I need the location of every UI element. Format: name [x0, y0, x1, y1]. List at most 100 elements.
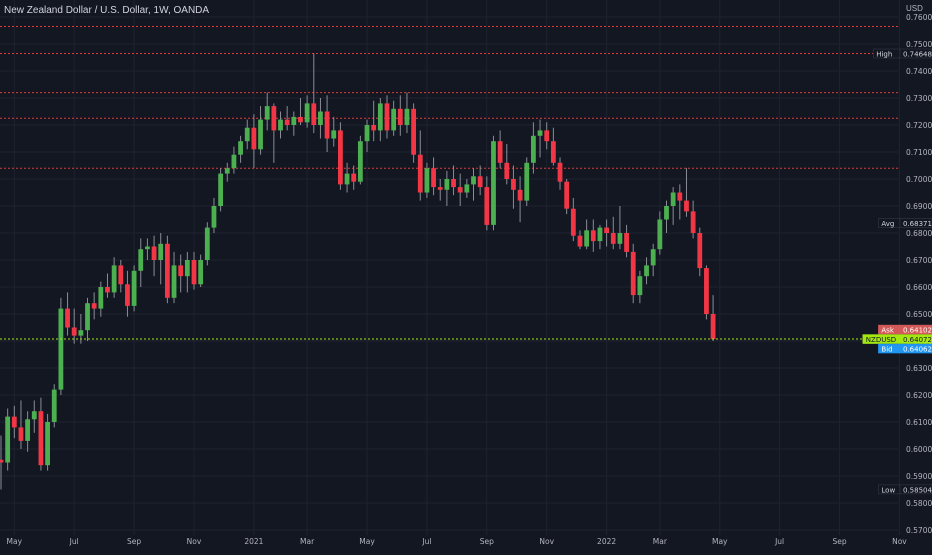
- marker-value-box: [899, 48, 932, 59]
- time-axis[interactable]: May Jul Sep Nov 2021 Mar May Jul Sep Nov 2022 Mar Ma…: [7, 537, 908, 546]
- marker-value: 0.74648: [903, 51, 932, 59]
- candle-down: [65, 308, 70, 328]
- candle-up: [78, 330, 84, 336]
- candle-down: [151, 246, 157, 260]
- candle-up: [204, 227, 210, 260]
- candle-down: [437, 187, 443, 190]
- marker-label: Low: [881, 486, 895, 494]
- candle-up: [670, 192, 676, 206]
- x-tick-label: Jul: [69, 537, 79, 546]
- candle-down: [351, 173, 357, 182]
- candle-down: [284, 119, 290, 125]
- candle-up: [584, 230, 590, 247]
- candle-up: [491, 141, 496, 225]
- candle-up: [471, 176, 476, 185]
- candle-down: [577, 235, 583, 247]
- candle-down: [397, 108, 403, 125]
- resistance-lines: [0, 25, 898, 169]
- candle-down: [457, 187, 463, 193]
- candle-down: [384, 103, 390, 131]
- candle-up: [31, 411, 37, 420]
- x-tick-label: Nov: [187, 537, 202, 546]
- x-tick-label: Jul: [421, 537, 431, 546]
- candle-down: [338, 130, 343, 185]
- candle-down: [590, 230, 596, 242]
- marker-value-box: [899, 334, 932, 344]
- marker-label: High: [876, 51, 892, 59]
- candle-down: [371, 125, 377, 131]
- candle-down: [517, 189, 523, 201]
- marker-label: Bid: [881, 346, 892, 354]
- candle-down: [564, 181, 570, 209]
- x-tick-label: Sep: [127, 537, 141, 546]
- marker-label: Avg: [881, 220, 894, 228]
- candle-down: [311, 103, 317, 125]
- candle-down: [677, 192, 683, 201]
- candle-down: [684, 200, 689, 212]
- candle-up: [58, 308, 64, 390]
- candle-up: [537, 130, 543, 136]
- candle-down: [411, 108, 417, 155]
- candle-down: [477, 176, 483, 188]
- candle-up: [524, 162, 530, 201]
- candle-down: [451, 179, 456, 188]
- candle-up: [331, 130, 337, 139]
- candle-up: [304, 103, 310, 123]
- marker-value: 0.58504: [903, 486, 932, 494]
- candle-down: [11, 416, 17, 428]
- y-tick-label: 0.76000: [906, 13, 932, 22]
- candle-down: [624, 233, 629, 252]
- candle-down: [484, 187, 490, 225]
- candle-up: [158, 243, 164, 260]
- x-tick-label: 2021: [244, 537, 263, 546]
- candle-up: [278, 119, 283, 131]
- candle-down: [105, 287, 110, 293]
- x-tick-label: May: [359, 537, 375, 546]
- candle-down: [550, 141, 556, 163]
- candle-down: [570, 208, 576, 236]
- candle-up: [51, 389, 57, 422]
- candle-up: [377, 103, 383, 131]
- marker-value-box: [899, 218, 932, 228]
- price-markers: High 0.74648 Avg 0.68371 Ask 0.64102 NZDUSD 0.6…: [862, 48, 932, 494]
- candle-up: [218, 173, 224, 206]
- candle-down: [690, 211, 696, 233]
- candle-up: [364, 125, 370, 142]
- marker-value-box: [899, 343, 932, 354]
- candle-down: [497, 141, 503, 163]
- x-tick-label: Sep: [480, 537, 494, 546]
- candle-up: [85, 303, 90, 331]
- candle-down: [324, 111, 330, 139]
- candle-up: [657, 219, 663, 250]
- marker-label: NZDUSD: [866, 336, 896, 344]
- marker-label: Ask: [881, 327, 894, 335]
- candle-down: [610, 233, 616, 244]
- candle-up: [184, 260, 190, 277]
- candle-up: [444, 179, 450, 190]
- candle-up: [45, 422, 50, 466]
- candle-up: [664, 206, 669, 220]
- candle-down: [125, 284, 130, 306]
- candle-up: [5, 416, 11, 463]
- candle-down: [118, 265, 124, 285]
- candle-down: [511, 179, 516, 190]
- candle-down: [0, 459, 4, 463]
- candle-down: [164, 243, 170, 298]
- candle-down: [71, 327, 77, 336]
- candle-down: [504, 162, 510, 179]
- candle-up: [98, 287, 104, 309]
